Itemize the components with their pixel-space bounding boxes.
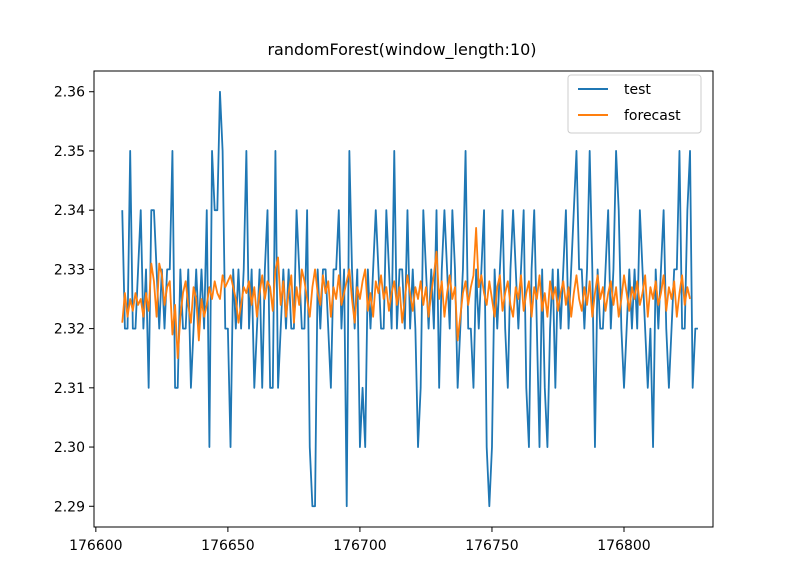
x-tick-label: 176750 [465,538,518,554]
y-tick-label: 2.31 [54,381,85,397]
y-tick-label: 2.29 [54,499,85,515]
y-tick-label: 2.34 [54,203,85,219]
y-tick-label: 2.35 [54,144,85,160]
x-tick-label: 176600 [69,538,122,554]
legend: test forecast [568,75,701,133]
y-tick-label: 2.30 [54,440,85,456]
y-tick-label: 2.36 [54,85,85,101]
x-axis: 176600 176650 176700 176750 176800 [69,527,651,554]
x-tick-label: 176700 [333,538,386,554]
x-tick-label: 176650 [201,538,254,554]
x-tick-label: 176800 [597,538,650,554]
chart-title: randomForest(window_length:10) [267,40,536,60]
y-tick-label: 2.33 [54,262,85,278]
series-layer [122,92,698,507]
y-axis: 2.29 2.30 2.31 2.32 2.33 2.34 2.35 2.36 [54,85,94,516]
y-tick-label: 2.32 [54,322,85,338]
legend-label-test: test [624,82,651,98]
legend-label-forecast: forecast [624,108,681,124]
